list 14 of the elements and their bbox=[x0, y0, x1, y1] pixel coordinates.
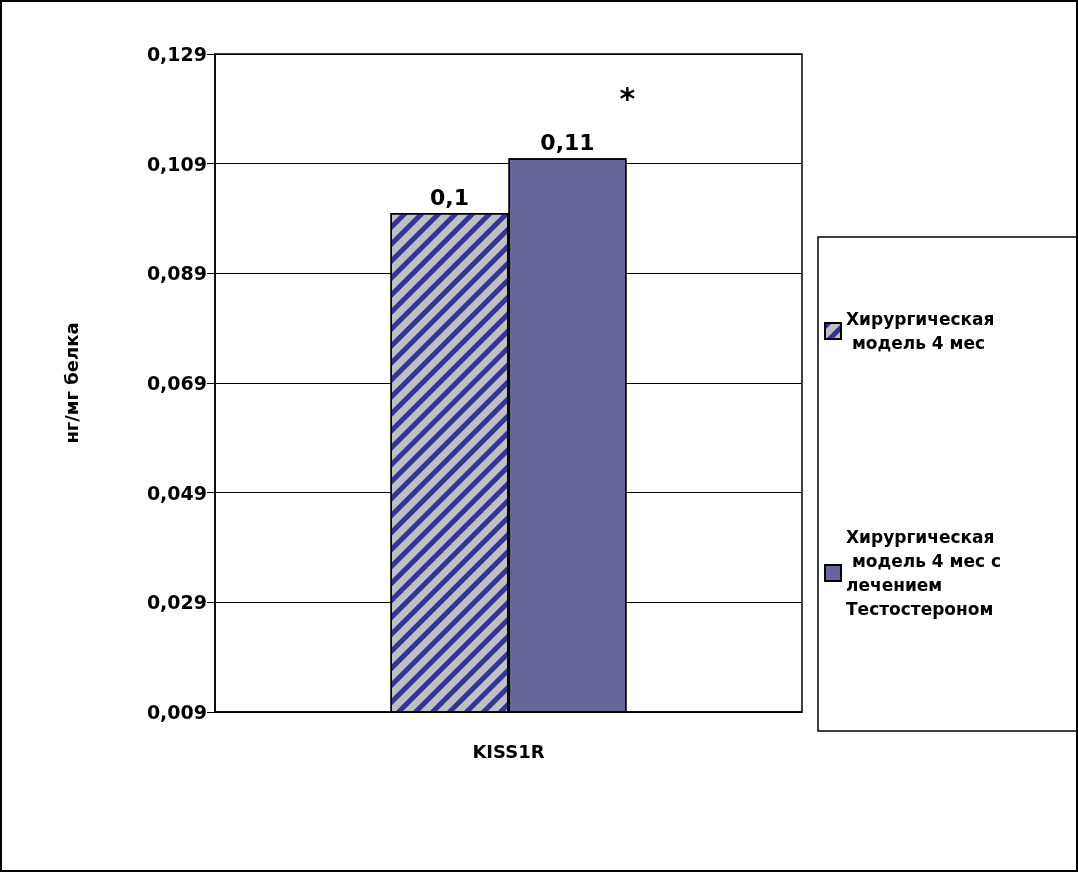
legend-label: Хирургическая модель 4 мес bbox=[846, 309, 995, 353]
data-label: 0,1 bbox=[430, 184, 469, 210]
annotation: * bbox=[619, 80, 636, 116]
y-tick-label: 0,029 bbox=[146, 591, 207, 614]
legend-label: Хирургическая модель 4 мес с лечением Тестостероном bbox=[846, 527, 1008, 619]
data-label: 0,11 bbox=[540, 129, 595, 155]
y-tick-label: 0,089 bbox=[146, 262, 207, 285]
y-tick-label: 0,049 bbox=[146, 481, 207, 504]
y-tick-label: 0,069 bbox=[146, 372, 207, 394]
y-tick-label: 0,129 bbox=[146, 43, 207, 65]
y-tick-label: 0,009 bbox=[146, 701, 207, 723]
y-axis-title: нг/мг белка bbox=[60, 322, 82, 444]
y-tick-label: 0,109 bbox=[146, 152, 207, 175]
x-tick-label: KISS1R bbox=[472, 740, 545, 762]
